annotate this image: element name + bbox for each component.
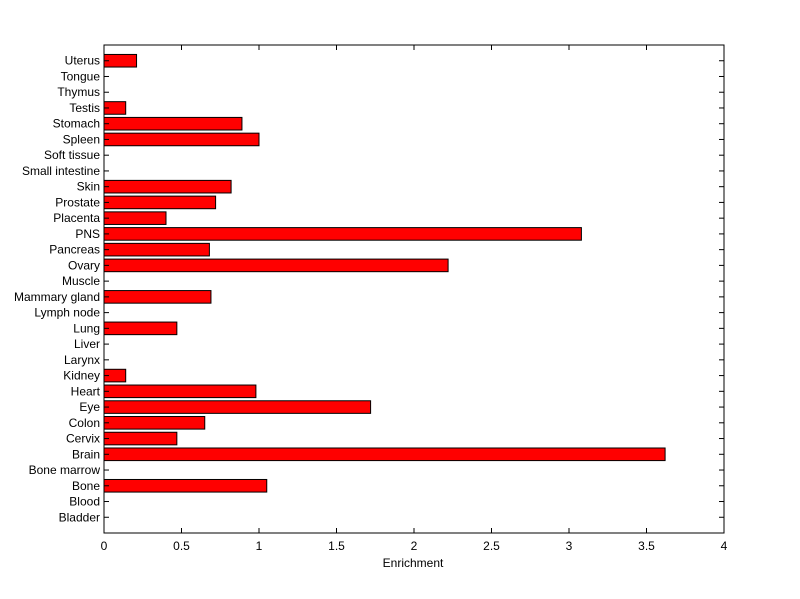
y-tick-label: Testis (69, 101, 100, 115)
y-tick-label: Prostate (55, 195, 100, 209)
y-tick-label: Tongue (61, 69, 101, 83)
y-tick-label: Small intestine (22, 164, 100, 178)
y-tick-label: Lung (73, 321, 100, 335)
x-tick-label: 1.5 (328, 539, 345, 553)
y-tick-label: Bone marrow (29, 463, 101, 477)
x-tick-label: 3.5 (638, 539, 655, 553)
y-tick-label: Bladder (59, 510, 100, 524)
y-tick-label: Uterus (65, 54, 100, 68)
y-tick-label: Placenta (53, 211, 100, 225)
y-tick-label: Skin (77, 180, 100, 194)
y-tick-label: Stomach (53, 117, 100, 131)
y-tick-label: Larynx (64, 353, 100, 367)
bar-spleen (103, 132, 260, 147)
bar-cervix (103, 431, 178, 446)
x-tick-label: 0 (101, 539, 108, 553)
y-tick-label: Heart (71, 384, 101, 398)
y-tick-label: Colon (69, 416, 100, 430)
bar-skin (103, 179, 232, 194)
y-tick-label: Bone (72, 479, 100, 493)
plot-frame (103, 44, 725, 534)
y-tick-label: Thymus (57, 85, 100, 99)
y-tick-label: Mammary gland (14, 290, 100, 304)
bar-mammary-gland (103, 290, 212, 304)
bar-stomach (103, 116, 243, 131)
x-axis-label: Enrichment (383, 556, 444, 570)
bar-ovary (103, 258, 449, 273)
bar-colon (103, 416, 206, 430)
x-ticks-group: 0 0.5 1 1.5 2 2.5 3 3.5 4 (101, 45, 728, 553)
y-tick-label: Pancreas (49, 243, 100, 257)
bar-placenta (103, 211, 167, 225)
bar-brain (103, 447, 666, 462)
y-tick-label: Blood (69, 495, 100, 509)
x-tick-label: 2.5 (483, 539, 500, 553)
x-tick-label: 0.5 (173, 539, 190, 553)
bar-prostate (103, 195, 217, 210)
y-tick-label: Kidney (63, 369, 100, 383)
y-tick-label: Soft tissue (44, 148, 100, 162)
bar-bone (103, 478, 268, 493)
y-tick-label: Eye (79, 400, 100, 414)
bar-heart (103, 384, 257, 399)
bar-pns (103, 227, 582, 241)
y-tick-label: PNS (75, 227, 100, 241)
bar-pancreas (103, 242, 210, 257)
x-tick-label: 1 (256, 539, 263, 553)
y-tick-label: Ovary (68, 258, 100, 272)
y-tick-label: Muscle (62, 274, 100, 288)
x-tick-label: 4 (721, 539, 728, 553)
y-tick-label: Cervix (66, 432, 100, 446)
bar-eye (103, 400, 372, 414)
y-tick-label: Spleen (63, 132, 100, 146)
y-tick-label: Liver (74, 337, 100, 351)
x-tick-label: 3 (566, 539, 573, 553)
y-tick-label: Lymph node (34, 306, 100, 320)
x-tick-label: 2 (411, 539, 418, 553)
bar-lung (103, 321, 178, 336)
y-tick-label: Brain (72, 447, 100, 461)
